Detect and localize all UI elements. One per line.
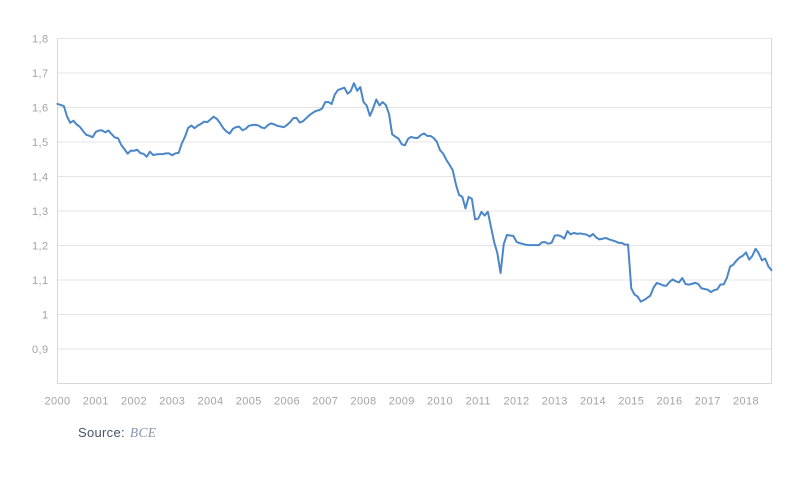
y-tick-label: 0,9 [32,344,49,356]
plot-border [57,38,772,384]
gridlines [57,38,772,350]
exchange-rate-line [56,82,773,303]
x-axis-labels: 2000 2001 2002 2003 2004 2005 2006 2007 2008 2009… [44,396,759,408]
y-tick-label: 1,6 [32,102,49,114]
y-tick-label: 1,8 [32,33,49,45]
x-tick-label: 2000 [44,396,70,408]
x-tick-label: 2013 [542,396,568,408]
x-tick-label: 2018 [733,396,759,408]
y-tick-label: 1,1 [32,275,49,287]
x-tick-label: 2016 [656,396,682,408]
x-tick-label: 2017 [695,396,721,408]
x-tick-label: 2014 [580,396,606,408]
x-tick-label: 2001 [83,396,109,408]
x-tick-label: 2009 [389,396,415,408]
x-tick-label: 2004 [197,396,223,408]
y-axis-labels: 1,8 1,7 1,6 1,5 1,4 1,3 1,2 1,1 1 0,9 [32,33,49,356]
y-tick-label: 1 [42,309,49,321]
source-value: BCE [129,425,157,440]
x-tick-label: 2012 [503,396,529,408]
x-tick-label: 2005 [236,396,262,408]
x-tick-label: 2006 [274,396,300,408]
y-tick-label: 1,5 [32,137,49,149]
y-tick-label: 1,4 [32,171,49,183]
x-tick-label: 2008 [350,396,376,408]
x-tick-label: 2003 [159,396,185,408]
data-series [56,82,773,303]
x-tick-label: 2011 [466,396,491,408]
y-tick-label: 1,7 [32,68,49,80]
source-line: Source: BCE [78,425,156,441]
source-label: Source: [78,425,125,440]
x-tick-label: 2007 [312,396,338,408]
y-tick-label: 1,3 [32,206,49,218]
x-tick-label: 2015 [618,396,644,408]
y-tick-label: 1,2 [32,240,49,252]
x-tick-label: 2002 [121,396,147,408]
x-tick-label: 2010 [427,396,453,408]
